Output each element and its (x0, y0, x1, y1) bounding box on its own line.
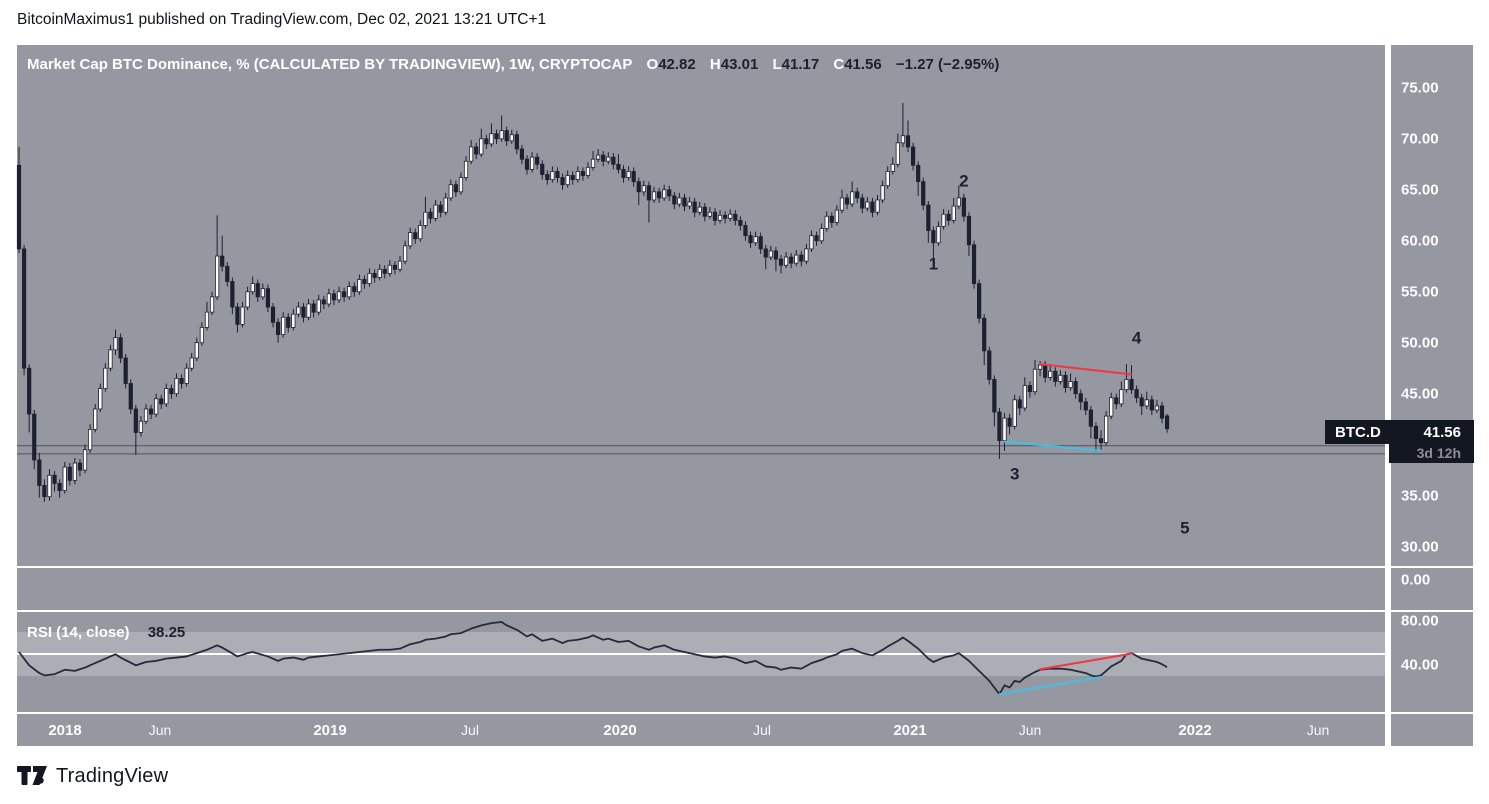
ohlc-open-value: 42.82 (658, 56, 696, 73)
price-axis-label: 60.00 (1401, 232, 1439, 250)
ohlc-close-value: 41.56 (844, 56, 882, 73)
pane-separator (17, 610, 1473, 612)
badge-price: 41.56 (1423, 423, 1461, 441)
chart-legend: Market Cap BTC Dominance, % (CALCULATED … (27, 56, 999, 73)
ohlc-close-label: C (833, 56, 845, 73)
time-axis-label: Jun (1306, 722, 1330, 738)
price-pane[interactable] (17, 45, 1473, 566)
price-axis-label: 70.00 (1401, 130, 1439, 148)
price-axis-label: 75.00 (1401, 79, 1439, 97)
pane-separator (17, 566, 1473, 568)
time-axis-label: Jun (1018, 722, 1042, 738)
time-axis-label: 2018 (48, 722, 82, 739)
change-value: −1.27 (−2.95%) (895, 56, 1000, 73)
price-axis-label: 0.00 (1401, 571, 1431, 589)
legend-title: Market Cap BTC Dominance, % (CALCULATED … (27, 56, 633, 73)
brand-name[interactable]: TradingView (56, 765, 169, 787)
ohlc-open-label: O (646, 56, 659, 73)
rsi-value: 38.25 (147, 624, 186, 641)
price-axis-label: 80.00 (1401, 612, 1439, 630)
publish-header: BitcoinMaximus1 published on TradingView… (17, 11, 547, 28)
last-price-badge: BTC.D 41.56 (1325, 420, 1474, 444)
time-axis-label: 2020 (603, 722, 637, 739)
time-axis-label: 2019 (313, 722, 347, 739)
price-axis-label: 40.00 (1401, 656, 1439, 674)
time-axis-label: Jul (753, 722, 771, 738)
time-axis-label: Jun (148, 722, 172, 738)
tradingview-footer[interactable]: TradingView (17, 765, 168, 788)
ohlc-low-value: 41.17 (781, 56, 820, 73)
price-axis-label: 35.00 (1401, 487, 1439, 505)
time-axis-label: 2022 (1178, 722, 1212, 739)
hidden-indicator-pane (17, 568, 1473, 610)
ohlc-low-label: L (772, 56, 782, 73)
price-axis-label: 65.00 (1401, 181, 1439, 199)
ohlc-high-value: 43.01 (720, 56, 759, 73)
rsi-title: RSI (14, close) (27, 624, 130, 641)
rsi-legend: RSI (14, close) 38.25 (27, 624, 185, 641)
badge-symbol: BTC.D (1335, 423, 1381, 441)
tradingview-logo-icon[interactable] (17, 766, 47, 787)
time-axis-label: Jul (461, 722, 479, 738)
rsi-50-line (17, 653, 1385, 655)
axis-divider (1385, 45, 1391, 746)
price-axis-label: 30.00 (1401, 538, 1439, 556)
ohlc-high-label: H (709, 56, 721, 73)
time-axis (17, 714, 1473, 746)
bar-countdown: 3d 12h (1389, 444, 1474, 463)
time-axis-label: 2021 (893, 722, 927, 739)
price-axis-label: 55.00 (1401, 283, 1439, 301)
price-axis-label: 50.00 (1401, 334, 1439, 352)
pane-separator (17, 712, 1473, 714)
price-axis-label: 45.00 (1401, 385, 1439, 403)
